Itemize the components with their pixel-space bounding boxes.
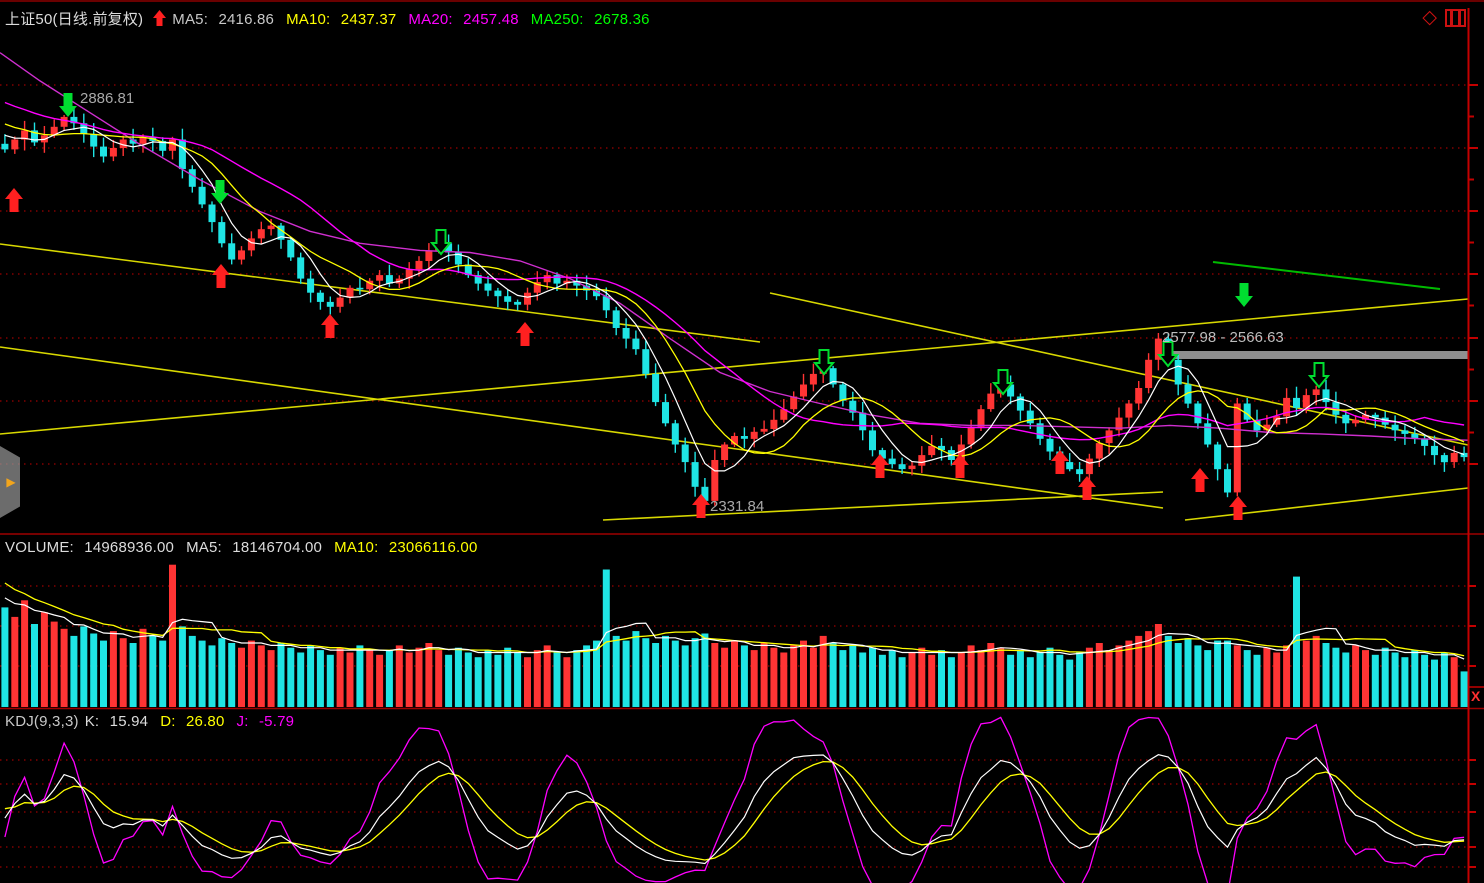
- trend-up-icon: [153, 10, 167, 30]
- vol-ma10-label: MA10:: [334, 539, 379, 556]
- d-value: 26.80: [185, 713, 225, 730]
- kdj-label: KDJ(9,3,3): [5, 713, 79, 730]
- vol-ma5-value: 18146704.00: [232, 539, 323, 556]
- sidebar-expand-tab[interactable]: ▶: [0, 446, 20, 518]
- ma20-value: 2457.48: [463, 11, 519, 28]
- symbol-title: 上证50(日线.前复权): [5, 11, 144, 28]
- header-toolbar: ◇: [1422, 8, 1466, 27]
- diamond-tool-icon[interactable]: ◇: [1422, 7, 1437, 28]
- k-value: 15.94: [109, 713, 149, 730]
- volume-pane-close-button[interactable]: X: [1471, 688, 1481, 704]
- j-label: J:: [236, 713, 249, 730]
- j-value: -5.79: [258, 713, 295, 730]
- vol-ma10-value: 23066116.00: [388, 539, 478, 556]
- ma5-value: 2416.86: [218, 11, 275, 28]
- high-price-tag: 2886.81: [80, 90, 135, 107]
- k-label: K:: [84, 713, 100, 730]
- volume-value: 14968936.00: [84, 539, 175, 556]
- low-price-tag: 2331.84: [710, 498, 765, 515]
- resistance-range-tag: 2577.98 - 2566.63: [1162, 329, 1284, 346]
- split-window-icon[interactable]: [1445, 8, 1466, 27]
- d-label: D:: [160, 713, 176, 730]
- expand-arrow-icon: ▶: [6, 475, 16, 489]
- ma10-value: 2437.37: [340, 11, 397, 28]
- ma20-label: MA20:: [408, 11, 453, 28]
- volume-label: VOLUME:: [5, 539, 74, 556]
- ma5-label: MA5:: [172, 11, 209, 28]
- volume-pane-header: VOLUME: 14968936.00 MA5: 18146704.00 MA10:…: [5, 539, 490, 556]
- vol-ma5-label: MA5:: [186, 539, 222, 556]
- ma250-label: MA250:: [530, 11, 584, 28]
- ma250-value: 2678.36: [594, 11, 650, 28]
- ma10-label: MA10:: [286, 11, 331, 28]
- main-chart-header: 上证50(日线.前复权) MA5: 2416.86 MA10: 2437.37 MA2…: [5, 8, 662, 30]
- kdj-pane-header: KDJ(9,3,3) K: 15.94 D: 26.80 J: -5.79: [5, 713, 306, 730]
